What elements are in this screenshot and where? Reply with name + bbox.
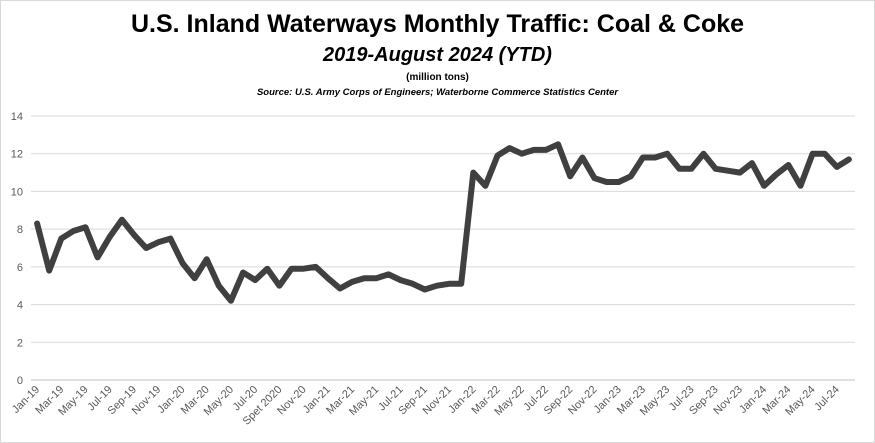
gridlines bbox=[31, 115, 855, 343]
chart-unit-label: (million tons) bbox=[406, 72, 469, 83]
y-axis-ticks: 0 2 4 6 8 10 12 14 bbox=[11, 111, 23, 387]
x-axis-ticks: Jan-19Mar-19May-19Jul-19Sep-19Nov-19Jan-… bbox=[10, 384, 842, 428]
y-tick-label: 4 bbox=[17, 300, 23, 312]
y-tick-label: 12 bbox=[11, 149, 23, 161]
y-tick-label: 6 bbox=[17, 262, 23, 274]
chart-source-note: Source: U.S. Army Corps of Engineers; Wa… bbox=[256, 87, 619, 98]
series-line bbox=[34, 141, 852, 304]
y-tick-label: 0 bbox=[17, 375, 23, 387]
y-tick-label: 14 bbox=[11, 111, 23, 123]
chart-title: U.S. Inland Waterways Monthly Traffic: C… bbox=[130, 10, 745, 38]
y-tick-label: 10 bbox=[11, 186, 23, 198]
chart-subtitle: 2019-August 2024 (YTD) bbox=[323, 44, 552, 66]
series-coal-coke bbox=[34, 141, 852, 304]
y-tick-label: 2 bbox=[17, 337, 23, 349]
x-tick-label: Jul-24 bbox=[812, 384, 842, 414]
y-tick-label: 8 bbox=[17, 224, 23, 236]
